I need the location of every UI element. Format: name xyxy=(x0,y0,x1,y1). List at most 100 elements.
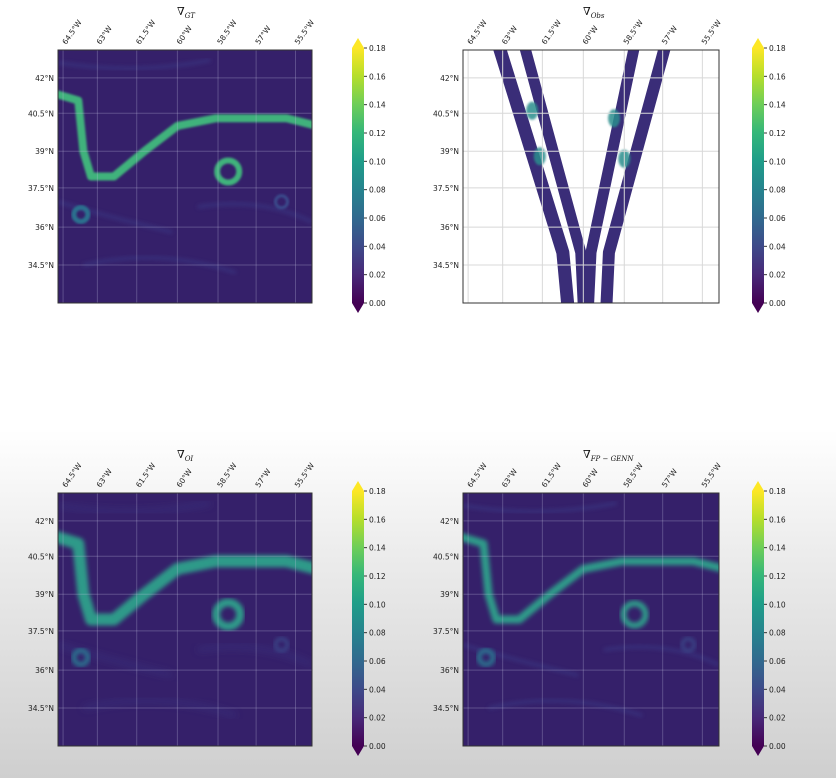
gulf-stream-jet xyxy=(58,90,312,181)
plot-frame xyxy=(57,492,313,747)
colorbar-extend-min xyxy=(752,303,764,313)
background-filament xyxy=(58,58,211,70)
x-tick-label: 61.5°W xyxy=(134,18,158,46)
x-tick-label: 64.5°W xyxy=(465,18,489,46)
y-tick-label: 34.5°N xyxy=(28,261,54,270)
swath-gradient-patch xyxy=(526,101,539,120)
gulf-stream-jet xyxy=(463,533,719,624)
colorbar-tick-label: 0.12 xyxy=(369,572,386,581)
y-tick-label: 36°N xyxy=(440,223,459,232)
y-tick-label: 40.5°N xyxy=(28,109,54,118)
swath-gradient-patch xyxy=(608,109,621,128)
panel-field-oi xyxy=(58,493,312,746)
y-tick-label: 39°N xyxy=(440,147,459,156)
colorbar-tick-label: 0.14 xyxy=(769,101,786,110)
x-tick-label: 57°W xyxy=(253,467,273,490)
y-tick-label: 34.5°N xyxy=(433,704,459,713)
x-tick-label: 57°W xyxy=(660,467,680,490)
background-filament xyxy=(463,501,617,513)
colorbar-extend-max xyxy=(352,38,364,48)
panel-field-fp-genn xyxy=(463,493,719,746)
y-tick-label: 40.5°N xyxy=(28,552,54,561)
background-filament xyxy=(197,645,312,667)
colorbar-tick-label: 0.16 xyxy=(769,515,786,524)
x-tick-label: 64.5°W xyxy=(60,18,84,46)
y-tick-label: 42°N xyxy=(440,517,459,526)
colorbar-tick-label: 0.08 xyxy=(369,186,386,195)
y-tick-label: 34.5°N xyxy=(433,261,459,270)
colorbar-tick-label: 0.02 xyxy=(769,271,786,280)
panel-field-gt xyxy=(58,50,312,303)
gulf-stream-jet xyxy=(58,531,312,626)
colorbar-tick-label: 0.04 xyxy=(369,242,386,251)
x-tick-label: 58.5°W xyxy=(215,18,239,46)
x-tick-label: 55.5°W xyxy=(700,18,724,46)
y-tick-label: 36°N xyxy=(35,223,54,232)
colorbar-tick-label: 0.14 xyxy=(369,101,386,110)
x-tick-label: 60°W xyxy=(581,467,601,490)
y-tick-label: 39°N xyxy=(35,590,54,599)
panel-field-obs xyxy=(463,50,719,303)
x-tick-label: 63°W xyxy=(95,24,115,47)
background-filament xyxy=(58,200,173,234)
colorbar-tick-label: 0.06 xyxy=(369,214,386,223)
x-tick-label: 61.5°W xyxy=(540,18,564,46)
colorbar-tick-label: 0.16 xyxy=(769,72,786,81)
cold-core-eddy xyxy=(71,647,91,667)
colorbar-tick-label: 0.16 xyxy=(369,72,386,81)
background-filament xyxy=(603,645,719,667)
colorbar-extend-min xyxy=(352,746,364,756)
y-tick-label: 42°N xyxy=(440,74,459,83)
panel-title: ∇FP − GENN xyxy=(583,448,634,463)
colorbar-tick-label: 0.00 xyxy=(769,299,786,308)
x-tick-label: 60°W xyxy=(175,24,195,47)
small-eddy xyxy=(680,637,696,653)
background-filament xyxy=(197,202,312,224)
colorbar-tick-label: 0.12 xyxy=(369,129,386,138)
colorbar-tick-label: 0.02 xyxy=(369,714,386,723)
x-tick-label: 55.5°W xyxy=(293,18,317,46)
colorbar-tick-label: 0.08 xyxy=(769,629,786,638)
colorbar-tick-label: 0.04 xyxy=(769,685,786,694)
x-tick-label: 64.5°W xyxy=(60,461,84,489)
satellite-swath-4 xyxy=(600,50,671,303)
colorbar xyxy=(352,491,364,746)
warm-core-eddy xyxy=(620,600,649,629)
y-tick-label: 39°N xyxy=(440,590,459,599)
colorbar-extend-max xyxy=(352,481,364,491)
colorbar-tick-label: 0.00 xyxy=(369,299,386,308)
background-filament xyxy=(58,643,173,677)
x-tick-label: 55.5°W xyxy=(293,461,317,489)
swath-gradient-patch xyxy=(533,147,546,166)
y-tick-label: 42°N xyxy=(35,74,54,83)
colorbar-tick-label: 0.10 xyxy=(369,600,386,609)
colorbar-tick-label: 0.14 xyxy=(369,544,386,553)
x-tick-label: 63°W xyxy=(500,24,520,47)
y-tick-label: 42°N xyxy=(35,517,54,526)
colorbar-tick-label: 0.10 xyxy=(769,600,786,609)
colorbar-extend-max xyxy=(752,38,764,48)
plot-frame xyxy=(462,492,720,747)
colorbar-tick-label: 0.06 xyxy=(369,657,386,666)
colorbar-tick-label: 0.02 xyxy=(369,271,386,280)
y-tick-label: 37.5°N xyxy=(433,627,459,636)
x-tick-label: 55.5°W xyxy=(700,461,724,489)
y-tick-label: 37.5°N xyxy=(28,627,54,636)
colorbar-tick-label: 0.18 xyxy=(369,487,386,496)
colorbar-tick-label: 0.12 xyxy=(769,129,786,138)
y-tick-label: 39°N xyxy=(35,147,54,156)
colorbar-tick-label: 0.10 xyxy=(369,157,386,166)
colorbar-tick-label: 0.06 xyxy=(769,657,786,666)
colorbar-extend-min xyxy=(752,746,764,756)
background-filament xyxy=(83,699,237,718)
colorbar-tick-label: 0.18 xyxy=(769,487,786,496)
y-tick-label: 37.5°N xyxy=(28,184,54,193)
x-tick-label: 63°W xyxy=(95,467,115,490)
colorbar-tick-label: 0.04 xyxy=(369,685,386,694)
y-tick-label: 36°N xyxy=(35,666,54,675)
plot-frame xyxy=(462,49,720,304)
y-tick-label: 40.5°N xyxy=(433,109,459,118)
x-tick-label: 61.5°W xyxy=(540,461,564,489)
plot-frame xyxy=(57,49,313,304)
